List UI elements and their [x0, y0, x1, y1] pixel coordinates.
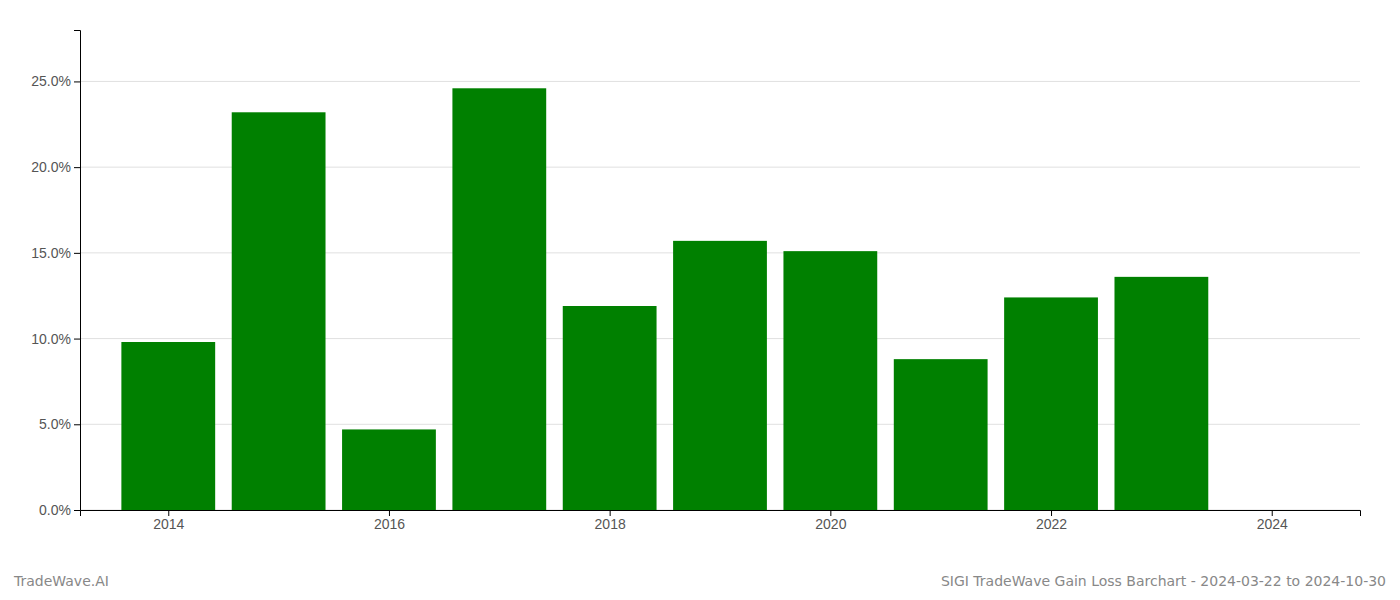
x-tick-label: 2016 — [374, 516, 405, 532]
y-tick: 15.0% — [31, 245, 80, 261]
y-tick-mark — [74, 167, 80, 168]
grid-line — [80, 81, 1360, 82]
y-tick-label: 10.0% — [31, 331, 71, 347]
y-tick: 20.0% — [31, 159, 80, 175]
x-tick: 2016 — [374, 510, 405, 532]
y-tick-mark — [74, 81, 80, 82]
bar — [563, 306, 657, 510]
watermark: TradeWave.AI — [13, 573, 109, 589]
x-tick: 2022 — [1036, 510, 1067, 532]
x-axis-line — [81, 511, 1361, 517]
chart: 2014 2016 2018 2020 2022 2024 0.0% 5.0% 10.0% 15.… — [0, 0, 1400, 600]
y-tick-label: 0.0% — [39, 502, 71, 518]
x-tick: 2020 — [815, 510, 846, 532]
y-tick: 5.0% — [39, 416, 80, 432]
grid — [80, 81, 1360, 510]
x-tick-label: 2018 — [595, 516, 626, 532]
bar — [342, 429, 436, 510]
bar — [232, 112, 326, 510]
bar — [783, 251, 877, 510]
bars — [121, 88, 1208, 510]
y-tick-label: 15.0% — [31, 245, 71, 261]
y-tick-mark — [74, 424, 80, 425]
plot: 2014 2016 2018 2020 2022 2024 0.0% 5.0% 10.0% 15.… — [31, 31, 1360, 532]
bar — [1114, 277, 1208, 510]
title: SIGI TradeWave Gain Loss Barchart - 2024… — [941, 573, 1386, 589]
y-tick-mark — [74, 510, 80, 511]
x-tick-label: 2014 — [153, 516, 184, 532]
x-tick-label: 2022 — [1036, 516, 1067, 532]
bar — [1004, 297, 1098, 510]
x-tick-label: 2020 — [815, 516, 846, 532]
y-axis-line — [74, 31, 81, 511]
y-tick: 10.0% — [31, 331, 80, 347]
x-tick: 2014 — [153, 510, 184, 532]
y-tick-label: 20.0% — [31, 159, 71, 175]
x-axis: 2014 2016 2018 2020 2022 2024 — [81, 510, 1361, 532]
y-tick: 0.0% — [39, 502, 80, 518]
x-tick-label: 2024 — [1257, 516, 1288, 532]
y-tick-mark — [74, 253, 80, 254]
y-tick: 25.0% — [31, 73, 80, 89]
y-tick-mark — [74, 339, 80, 340]
bar — [452, 88, 546, 510]
bar — [894, 359, 988, 510]
y-axis: 0.0% 5.0% 10.0% 15.0% 20.0% 25.0% — [31, 31, 80, 518]
y-tick-label: 5.0% — [39, 416, 71, 432]
x-tick: 2024 — [1257, 510, 1288, 532]
y-tick-label: 25.0% — [31, 73, 71, 89]
x-tick: 2018 — [595, 510, 626, 532]
bar — [673, 241, 767, 510]
bar — [121, 342, 215, 510]
